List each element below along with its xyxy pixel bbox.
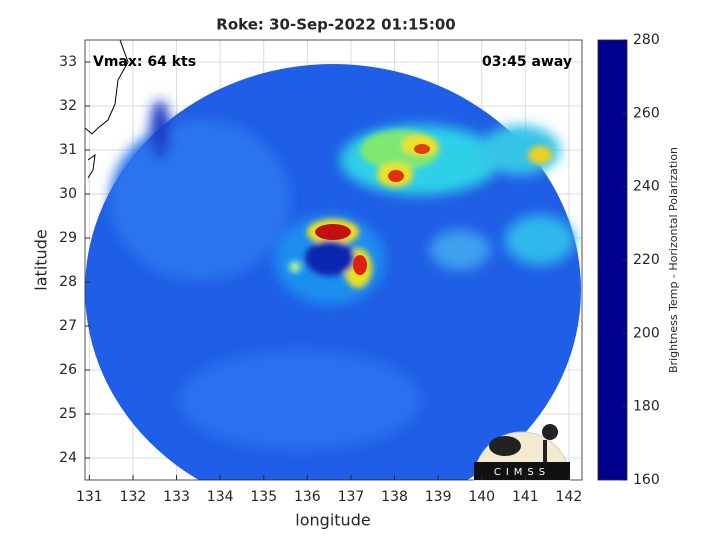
colorbar-label: Brightness Temp - Horizontal Polarizatio…	[667, 147, 680, 373]
colorbar-tick-label: 240	[633, 179, 660, 195]
logo-text: CIMSS	[494, 467, 550, 478]
colorbar-tick-label: 280	[633, 32, 660, 48]
x-tick-label: 132	[120, 489, 147, 505]
annotation: Vmax: 64 kts	[93, 54, 196, 70]
x-axis-label: longitude	[295, 511, 370, 530]
x-tick-label: 139	[425, 489, 452, 505]
y-tick-label: 33	[59, 54, 77, 70]
logo: CIMSS	[473, 424, 571, 481]
colorbar-tick-label: 160	[633, 472, 660, 488]
y-tick-label: 29	[59, 230, 77, 246]
y-tick-label: 26	[59, 362, 77, 378]
annotation: 03:45 away	[482, 54, 572, 70]
x-tick-label: 137	[338, 489, 365, 505]
x-tick-label: 140	[468, 489, 495, 505]
y-axis-label: latitude	[32, 229, 51, 290]
colorbar-tick-label: 180	[633, 399, 660, 415]
colorbar-tick-label: 260	[633, 105, 660, 121]
y-tick-label: 31	[59, 142, 77, 158]
x-tick-label: 138	[381, 489, 408, 505]
x-tick-label: 141	[512, 489, 539, 505]
x-tick-label: 131	[76, 489, 103, 505]
y-tick-label: 27	[59, 318, 77, 334]
x-tick-label: 135	[250, 489, 277, 505]
y-tick-label: 25	[59, 406, 77, 422]
x-tick-label: 136	[294, 489, 321, 505]
plot-frame	[84, 39, 583, 481]
x-tick-label: 142	[556, 489, 583, 505]
x-tick-label: 134	[207, 489, 234, 505]
colorbar-tick-label: 220	[633, 252, 660, 268]
y-tick-label: 30	[59, 186, 77, 202]
y-tick-label: 24	[59, 450, 77, 466]
swath-image	[85, 40, 581, 480]
y-tick-label: 32	[59, 98, 77, 114]
x-tick-label: 133	[163, 489, 190, 505]
chart-title: Roke: 30-Sep-2022 01:15:00	[216, 16, 455, 34]
colorbar-tick-label: 200	[633, 325, 660, 341]
y-tick-label: 28	[59, 274, 77, 290]
